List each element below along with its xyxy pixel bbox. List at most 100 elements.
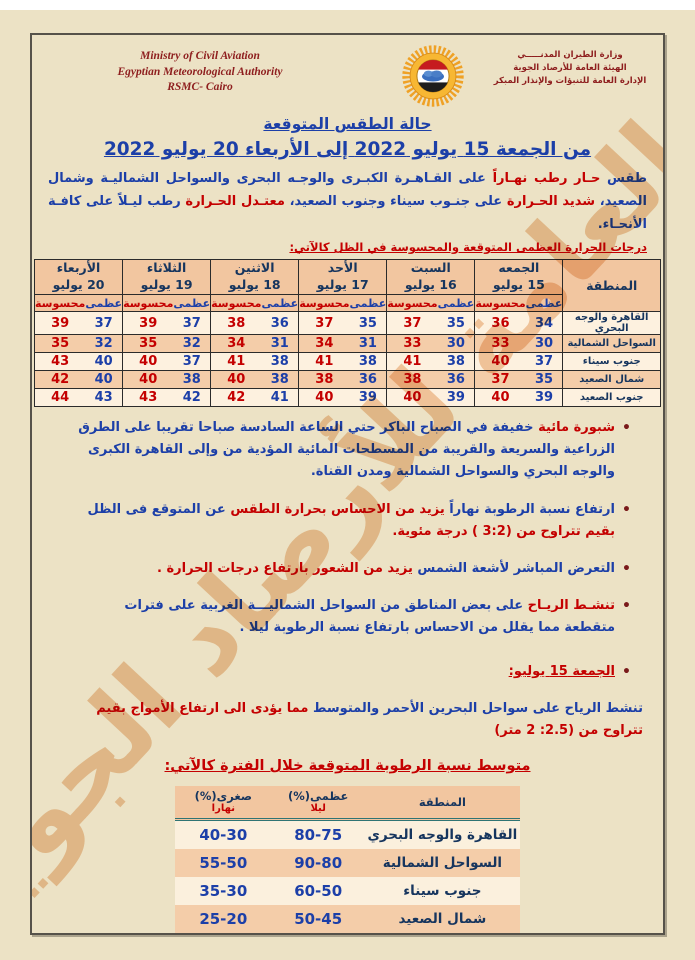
humidity-max-value: 60-50	[271, 877, 365, 906]
friday-section-heading: الجمعة 15 يوليو:	[72, 661, 631, 685]
max-temp-value: 31	[349, 334, 388, 354]
max-temp-value: 37	[173, 311, 212, 336]
feels-like-value: 40	[122, 370, 174, 390]
feels-like-sublabel: محسوسة	[210, 294, 262, 313]
max-temp-value: 31	[261, 334, 300, 354]
humidity-table: المنطقة عظمى(%) ليلا صغرى(%) نهارا القاه…	[175, 786, 520, 935]
rsmc-line: RSMC- Cairo	[167, 81, 233, 94]
temp-row: القاهرة والوجه البحري 34 36 35 37 35 37 36 38 37 3…	[34, 311, 661, 336]
max-temp-value: 36	[261, 311, 300, 336]
region-name: جنوب الصعيد	[562, 388, 661, 408]
text-segment: يزيد من الشعور بارتفاع درجات الحرارة .	[157, 560, 413, 576]
text-segment: طقس	[600, 171, 647, 186]
marine-forecast-line: تنشط الرياح على سواحل البحرين الأحمر وال…	[32, 698, 663, 742]
feels-like-value: 34	[298, 334, 350, 354]
text-segment: معتـدل الحـرارة	[180, 193, 285, 209]
day-date: 17 يوليو	[316, 277, 369, 293]
humidity-region-name: جنوب سيناء	[364, 877, 520, 906]
temp-head-row-days: المنطقة الجمعه 15 يوليو السبت 16 يوليو الأحد 1…	[33, 259, 661, 313]
day-header: السبت 16 يوليو	[386, 259, 476, 296]
max-temp-value: 43	[85, 388, 124, 408]
day-header: الأربعاء 20 يوليو	[33, 259, 124, 296]
day-header: الثلاثاء 19 يوليو	[122, 259, 212, 296]
temp-row: جنوب الصعيد 39 40 39 40 39 40 41 42 42 43 43 44	[34, 388, 661, 408]
max-temp-value: 30	[525, 334, 564, 354]
region-name: شمال الصعيد	[562, 370, 661, 390]
max-temp-value: 36	[437, 370, 476, 390]
feels-like-value: 39	[122, 311, 174, 336]
max-temp-value: 35	[437, 311, 476, 336]
letterhead-arabic: وزارة الطيران المدنـــــي الهيئة العامة …	[485, 49, 655, 87]
max-temp-value: 34	[525, 311, 564, 336]
note-sun-exposure: التعرض المباشر لأشعة الشمس يزيد من الشعو…	[72, 558, 631, 582]
humidity-row: القاهرة والوجه البحري 80-75 40-30	[175, 819, 520, 850]
feels-like-value: 42	[34, 370, 86, 390]
humidity-max-value: 30-25	[272, 933, 365, 935]
day-name: الاثنين	[234, 260, 275, 276]
temp-head-row-sublabels: عظمى محسوسة عظمى محسوسة عظمى محسوسة عظمى محسوسة…	[34, 294, 661, 313]
humidity-region-name: شمال الصعيد	[364, 905, 520, 933]
humidity-section-heading: متوسط نسبة الرطوبة المتوقعة خلال الفترة …	[164, 758, 531, 775]
text-segment: على بعض المناطق من السواحل الشماليـــة ا…	[124, 597, 615, 635]
text-segment: ارتفاع نسبة الرطوبة نهاراً	[444, 501, 615, 517]
note-winds-coast: تنشـط الريـاح على بعض المناطق من السواحل…	[72, 595, 631, 639]
temp-row: شمال الصعيد 35 37 36 38 36 38 38 40 38 40 40 42	[34, 370, 661, 390]
region-name: جنوب سيناء	[562, 352, 661, 372]
max-temp-value: 40	[85, 370, 124, 390]
region-name: السواحل الشمالية	[562, 334, 661, 354]
feels-like-sublabel: محسوسة	[122, 294, 174, 313]
region-name: القاهرة والوجه البحري	[562, 311, 661, 336]
max-temp-value: 37	[525, 352, 564, 372]
max-temp-value: 38	[261, 352, 300, 372]
day-name: الجمعه	[498, 260, 540, 276]
max-temp-value: 38	[173, 370, 212, 390]
max-temp-value: 42	[173, 388, 212, 408]
humidity-min-header: صغرى(%) نهارا	[175, 786, 272, 820]
feels-like-value: 40	[210, 370, 262, 390]
day-header: الجمعه 15 يوليو	[474, 259, 564, 296]
temp-row: جنوب سيناء 37 40 38 41 38 41 38 41 37 40 40 43	[34, 352, 661, 372]
feels-like-value: 33	[474, 334, 526, 354]
temperature-table-body: القاهرة والوجه البحري 34 36 35 37 35 37 36 38 37 3…	[34, 311, 661, 408]
text-segment: شبورة مائية	[533, 420, 615, 436]
weather-summary-paragraph: طقس حـار رطب نهـاراً على القـاهـرة الكبـ…	[32, 160, 663, 236]
max-temp-value: 38	[261, 370, 300, 390]
max-temp-value: 38	[437, 352, 476, 372]
day-date: 20 يوليو	[52, 277, 105, 293]
day-name: الأحد	[327, 260, 358, 276]
feels-like-value: 43	[122, 388, 174, 408]
feels-like-sublabel: محسوسة	[474, 294, 526, 313]
weather-notes-list: شبورة مائية خفيفة في الصباح الباكر حتي ا…	[32, 417, 663, 685]
feels-like-value: 38	[210, 311, 262, 336]
humidity-region-header: المنطقة	[364, 786, 520, 820]
feels-like-value: 41	[210, 352, 262, 372]
feels-like-sublabel: محسوسة	[386, 294, 438, 313]
day-date: 16 يوليو	[404, 277, 457, 293]
max-temp-value: 38	[349, 352, 388, 372]
max-sublabel: عظمى	[349, 294, 388, 313]
feels-like-value: 35	[122, 334, 174, 354]
text-segment: حـار رطب نهـاراً	[485, 171, 601, 186]
feels-like-value: 40	[474, 352, 526, 372]
humidity-row: جنوب سيناء 60-50 35-30	[175, 877, 520, 906]
max-temp-value: 39	[349, 388, 388, 408]
forecast-date-range: من الجمعة 15 يوليو 2022 إلى الأربعاء 20 …	[103, 139, 592, 160]
authority-name-ar: الهيئة العامة للأرصاد الجوية	[513, 62, 627, 73]
humidity-min-value: 40-30	[175, 819, 272, 850]
humidity-max-value: 90-80	[271, 849, 365, 878]
text-segment: شديد الحـرارة	[502, 193, 596, 209]
feels-like-value: 33	[386, 334, 438, 354]
max-temp-value: 37	[173, 352, 212, 372]
text-segment: تنشط الرياح على سواحل البحرين الأحمر وال…	[308, 701, 643, 717]
text-segment: على جنـوب سيناء وجنوب الصعيد،	[284, 193, 503, 209]
max-temp-value: 36	[349, 370, 388, 390]
day-name: الثلاثاء	[146, 260, 187, 276]
humidity-table-body: القاهرة والوجه البحري 80-75 40-30 السواحل ا…	[175, 819, 520, 935]
max-temp-value: 40	[85, 352, 124, 372]
authority-name-en: Egyptian Meteorological Authority	[117, 65, 283, 78]
text-segment: يزيد من الاحساس بحرارة الطقس	[225, 501, 445, 517]
feels-like-value: 37	[298, 311, 350, 336]
feels-like-value: 40	[474, 388, 526, 408]
humidity-min-value: 35-30	[175, 877, 272, 906]
feels-like-value: 43	[34, 352, 86, 372]
